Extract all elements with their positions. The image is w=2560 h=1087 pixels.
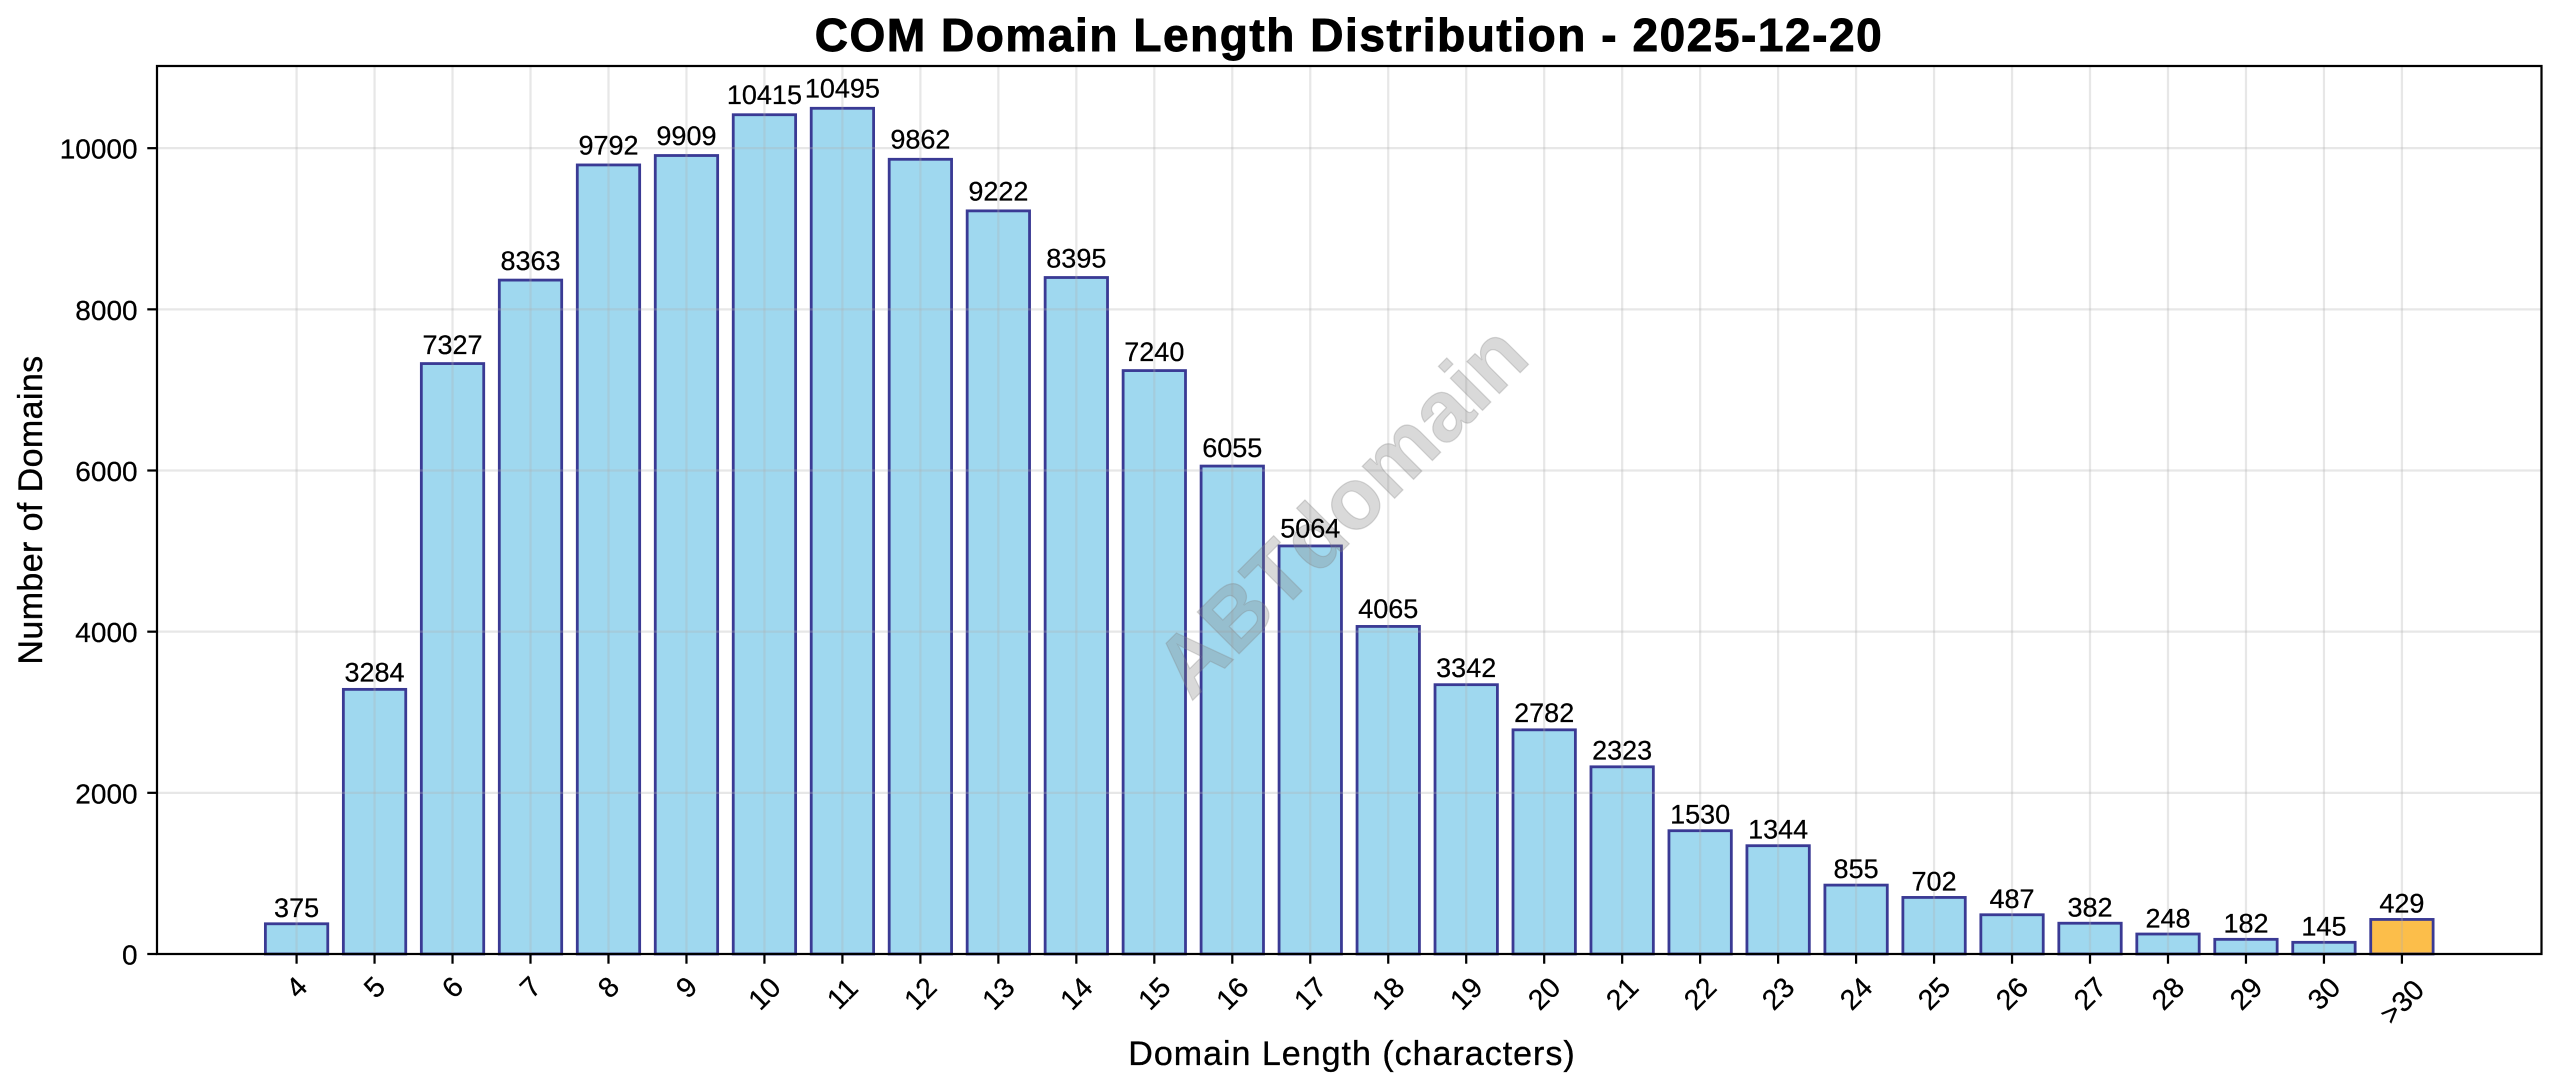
svg-text:22: 22 bbox=[1678, 972, 1723, 1017]
svg-text:COM Domain Length Distribution: COM Domain Length Distribution - 2025-12… bbox=[815, 9, 1884, 61]
svg-text:10495: 10495 bbox=[805, 73, 880, 103]
svg-text:10415: 10415 bbox=[727, 80, 802, 110]
svg-text:2000: 2000 bbox=[75, 778, 137, 809]
svg-text:182: 182 bbox=[2223, 909, 2268, 939]
svg-text:Domain Length (characters): Domain Length (characters) bbox=[1128, 1035, 1575, 1073]
svg-text:145: 145 bbox=[2301, 912, 2346, 942]
svg-text:20: 20 bbox=[1522, 972, 1567, 1017]
svg-text:9909: 9909 bbox=[656, 121, 716, 151]
svg-text:28: 28 bbox=[2146, 972, 2191, 1017]
svg-text:9862: 9862 bbox=[890, 125, 950, 155]
svg-text:19: 19 bbox=[1444, 972, 1489, 1017]
svg-text:16: 16 bbox=[1210, 972, 1255, 1017]
svg-text:8: 8 bbox=[592, 971, 626, 1005]
svg-text:702: 702 bbox=[1912, 867, 1957, 897]
svg-text:7327: 7327 bbox=[422, 330, 482, 360]
svg-text:382: 382 bbox=[2067, 892, 2112, 922]
svg-text:27: 27 bbox=[2068, 972, 2113, 1017]
svg-text:23: 23 bbox=[1756, 972, 1801, 1017]
svg-text:8000: 8000 bbox=[75, 295, 137, 326]
svg-text:15: 15 bbox=[1132, 972, 1177, 1017]
svg-text:29: 29 bbox=[2224, 972, 2269, 1017]
svg-text:17: 17 bbox=[1288, 972, 1333, 1017]
svg-text:10: 10 bbox=[742, 972, 787, 1017]
svg-text:1344: 1344 bbox=[1748, 815, 1808, 845]
svg-text:9792: 9792 bbox=[578, 130, 638, 160]
svg-text:24: 24 bbox=[1834, 971, 1879, 1016]
svg-text:9: 9 bbox=[670, 971, 704, 1005]
svg-text:248: 248 bbox=[2145, 903, 2190, 933]
svg-text:30: 30 bbox=[2302, 972, 2347, 1017]
svg-text:855: 855 bbox=[1834, 854, 1879, 884]
svg-text:Number of Domains: Number of Domains bbox=[12, 355, 50, 664]
svg-text:4000: 4000 bbox=[75, 617, 137, 648]
svg-text:21: 21 bbox=[1600, 972, 1645, 1017]
svg-text:4: 4 bbox=[280, 971, 314, 1005]
svg-text:3284: 3284 bbox=[345, 657, 405, 687]
svg-text:6: 6 bbox=[436, 971, 470, 1005]
svg-text:1530: 1530 bbox=[1670, 799, 1730, 829]
svg-text:5: 5 bbox=[358, 971, 392, 1005]
svg-text:7: 7 bbox=[514, 971, 548, 1005]
svg-text:8363: 8363 bbox=[500, 246, 560, 276]
svg-text:26: 26 bbox=[1990, 972, 2035, 1017]
svg-text:13: 13 bbox=[976, 972, 1021, 1017]
svg-text:18: 18 bbox=[1366, 972, 1411, 1017]
svg-text:25: 25 bbox=[1912, 972, 1957, 1017]
svg-text:6000: 6000 bbox=[75, 456, 137, 487]
svg-text:7240: 7240 bbox=[1124, 337, 1184, 367]
svg-text:6055: 6055 bbox=[1202, 433, 1262, 463]
svg-text:8395: 8395 bbox=[1046, 244, 1106, 274]
svg-text:12: 12 bbox=[898, 972, 943, 1017]
svg-text:14: 14 bbox=[1054, 971, 1099, 1016]
svg-text:4065: 4065 bbox=[1358, 594, 1418, 624]
svg-text:>30: >30 bbox=[2374, 974, 2431, 1031]
svg-text:487: 487 bbox=[1990, 884, 2035, 914]
svg-text:0: 0 bbox=[122, 940, 138, 971]
svg-text:10000: 10000 bbox=[60, 134, 138, 165]
svg-text:9222: 9222 bbox=[968, 177, 1028, 207]
svg-text:2323: 2323 bbox=[1592, 735, 1652, 765]
svg-text:3342: 3342 bbox=[1436, 653, 1496, 683]
svg-text:375: 375 bbox=[274, 893, 319, 923]
svg-text:11: 11 bbox=[821, 972, 865, 1016]
svg-text:5064: 5064 bbox=[1280, 513, 1340, 543]
svg-text:2782: 2782 bbox=[1514, 698, 1574, 728]
svg-text:429: 429 bbox=[2379, 889, 2424, 919]
